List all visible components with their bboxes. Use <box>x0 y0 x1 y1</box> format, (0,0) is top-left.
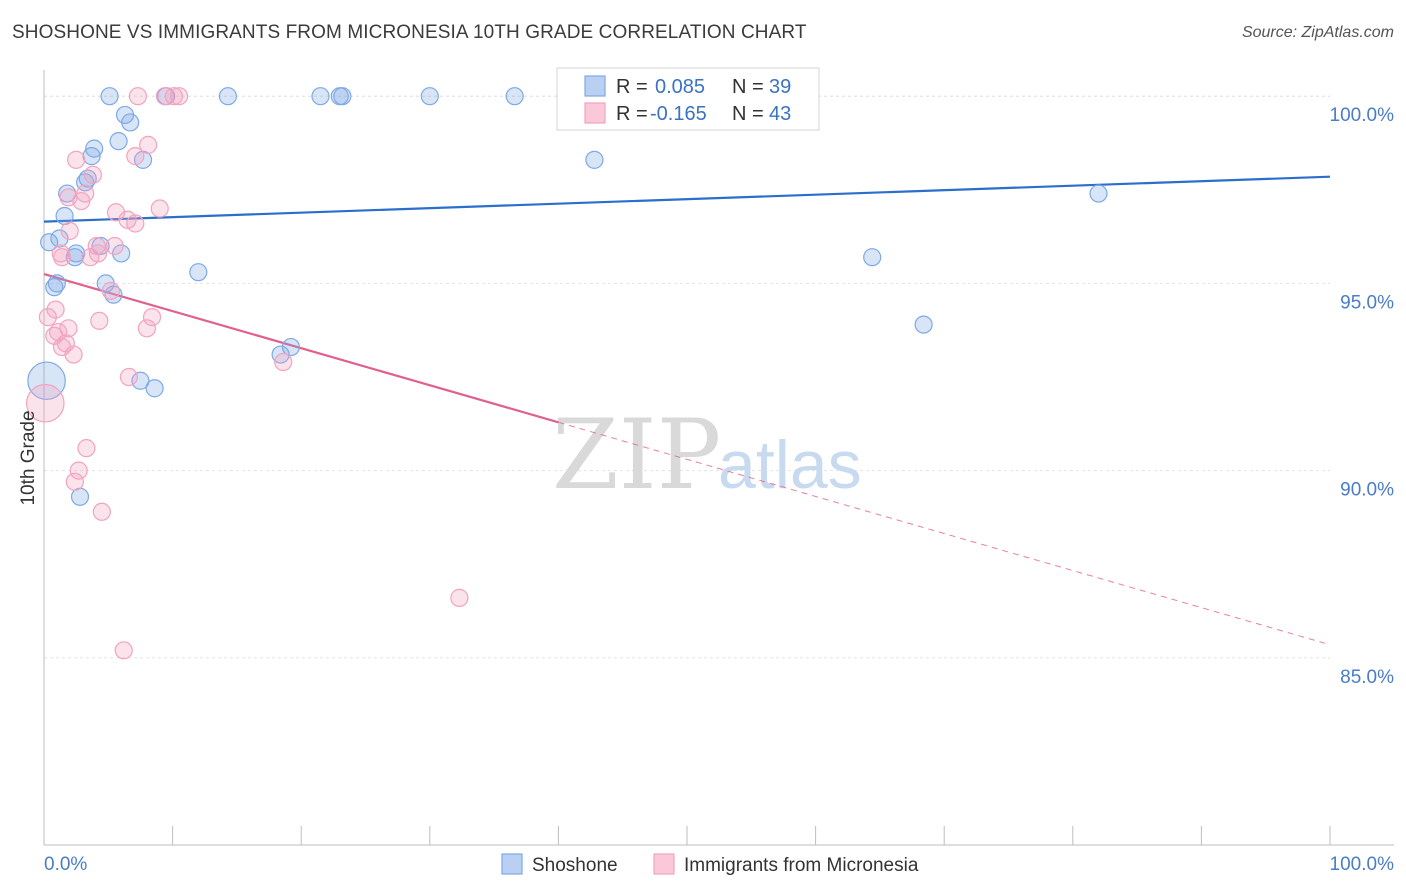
watermark-zip: ZIP <box>552 399 721 511</box>
point-micronesia <box>68 151 85 168</box>
legend-label-micronesia[interactable]: Immigrants from Micronesia <box>684 855 919 876</box>
chart-area: ZIP atlas 100.0% 95.0% 90.0% 85.0% 10th Gra… <box>0 0 1406 892</box>
legend-swatch-micronesia[interactable] <box>654 854 674 874</box>
trend-line-1-dashed <box>558 422 1330 644</box>
watermark: ZIP atlas <box>552 399 862 511</box>
point-micronesia <box>93 503 110 520</box>
data-points <box>27 88 1107 659</box>
x-tick-label-min: 0.0% <box>44 854 87 875</box>
legend-swatch-shoshone[interactable] <box>502 854 522 874</box>
point-micronesia <box>115 642 132 659</box>
x-ticks <box>44 826 1330 845</box>
stats-swatch-micronesia <box>585 103 605 123</box>
point-shoshone <box>334 88 351 105</box>
stats-swatch-shoshone <box>585 76 605 96</box>
stats-n-label-1: N = <box>732 76 764 98</box>
point-micronesia <box>151 200 168 217</box>
y-tick-label: 95.0% <box>1340 292 1394 313</box>
stats-r-value-micronesia: -0.165 <box>650 103 707 125</box>
point-shoshone <box>915 316 932 333</box>
point-micronesia <box>60 189 77 206</box>
y-tick-label: 85.0% <box>1340 667 1394 688</box>
point-micronesia <box>84 166 101 183</box>
point-micronesia <box>129 88 146 105</box>
series-legend: Shoshone Immigrants from Micronesia <box>502 854 919 876</box>
point-micronesia <box>451 589 468 606</box>
point-micronesia <box>54 339 71 356</box>
point-micronesia <box>39 309 56 326</box>
point-micronesia <box>127 215 144 232</box>
point-shoshone <box>421 88 438 105</box>
point-shoshone <box>46 279 63 296</box>
y-axis-label: 10th Grade <box>18 410 39 505</box>
stats-n-label-2: N = <box>732 103 764 125</box>
stats-r-label-2: R = <box>616 103 648 125</box>
y-tick-labels: 100.0% 95.0% 90.0% 85.0% <box>1330 105 1395 688</box>
stats-r-value-shoshone: 0.085 <box>655 76 705 98</box>
point-shoshone <box>83 148 100 165</box>
point-micronesia <box>82 249 99 266</box>
point-micronesia <box>171 88 188 105</box>
point-micronesia <box>106 237 123 254</box>
point-micronesia <box>78 440 95 457</box>
point-shoshone <box>506 88 523 105</box>
point-micronesia <box>91 312 108 329</box>
point-micronesia <box>138 320 155 337</box>
point-shoshone <box>312 88 329 105</box>
stats-legend: R = 0.085 N = 39 R = -0.165 N = 43 <box>557 68 819 130</box>
point-shoshone <box>1090 185 1107 202</box>
stats-r-label-1: R = <box>616 76 648 98</box>
point-shoshone <box>110 133 127 150</box>
point-shoshone <box>219 88 236 105</box>
stats-n-value-shoshone: 39 <box>769 76 791 98</box>
watermark-atlas: atlas <box>718 427 862 503</box>
point-shoshone <box>146 380 163 397</box>
trend-line-0 <box>44 177 1330 222</box>
point-shoshone <box>864 249 881 266</box>
legend-label-shoshone[interactable]: Shoshone <box>532 855 618 876</box>
point-shoshone <box>586 151 603 168</box>
point-micronesia <box>127 148 144 165</box>
stats-n-value-micronesia: 43 <box>769 103 791 125</box>
point-micronesia <box>66 473 83 490</box>
point-micronesia <box>54 249 71 266</box>
x-tick-label-max: 100.0% <box>1330 854 1395 875</box>
point-micronesia <box>102 282 119 299</box>
point-micronesia <box>120 369 137 386</box>
point-shoshone <box>190 264 207 281</box>
point-shoshone <box>101 88 118 105</box>
point-micronesia <box>275 354 292 371</box>
point-micronesia <box>61 222 78 239</box>
point-shoshone <box>122 114 139 131</box>
gridlines <box>44 96 1330 658</box>
y-tick-label: 90.0% <box>1340 480 1394 501</box>
y-tick-label: 100.0% <box>1330 105 1395 126</box>
